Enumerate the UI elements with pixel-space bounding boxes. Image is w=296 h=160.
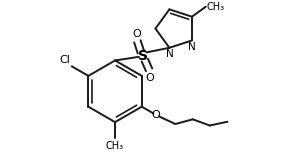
- Text: O: O: [146, 73, 155, 83]
- Text: CH₃: CH₃: [207, 2, 225, 12]
- Text: Cl: Cl: [60, 55, 71, 65]
- Text: N: N: [188, 42, 196, 52]
- Text: O: O: [132, 29, 141, 39]
- Text: N: N: [165, 49, 173, 60]
- Text: CH₃: CH₃: [106, 141, 124, 151]
- Text: O: O: [151, 110, 160, 120]
- Text: S: S: [138, 49, 148, 63]
